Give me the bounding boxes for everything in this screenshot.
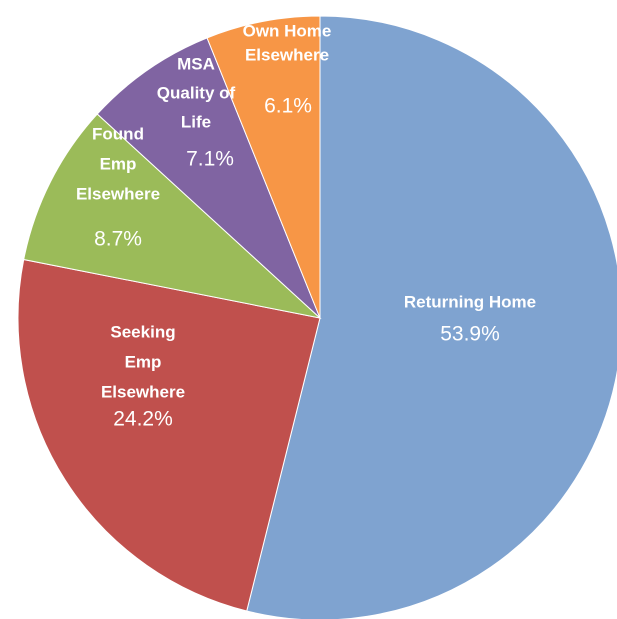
pie-slice (206, 15, 321, 319)
pie-slice (17, 258, 321, 612)
slice-label: Seeking (110, 322, 175, 341)
pie-slice (246, 15, 617, 619)
slice-label: Returning Home (404, 292, 536, 311)
slice-label: Elsewhere (245, 45, 329, 64)
slice-label: Emp (100, 154, 137, 173)
pie-slice (23, 113, 322, 319)
slice-label: Elsewhere (76, 184, 160, 203)
slice-label: Found (92, 124, 144, 143)
value-label: 7.1% (186, 148, 234, 171)
slice-label: Emp (125, 352, 162, 371)
slice-label: Quality of (157, 83, 236, 102)
pie-slice (96, 37, 321, 319)
value-label: 24.2% (113, 408, 173, 431)
slice-label: Own Home (243, 21, 332, 40)
value-label: 53.9% (440, 323, 500, 346)
value-label: 6.1% (264, 95, 312, 118)
value-label: 8.7% (94, 228, 142, 251)
slice-label: MSA (177, 54, 215, 73)
slice-label: Life (181, 112, 211, 131)
slice-label: Elsewhere (101, 382, 185, 401)
